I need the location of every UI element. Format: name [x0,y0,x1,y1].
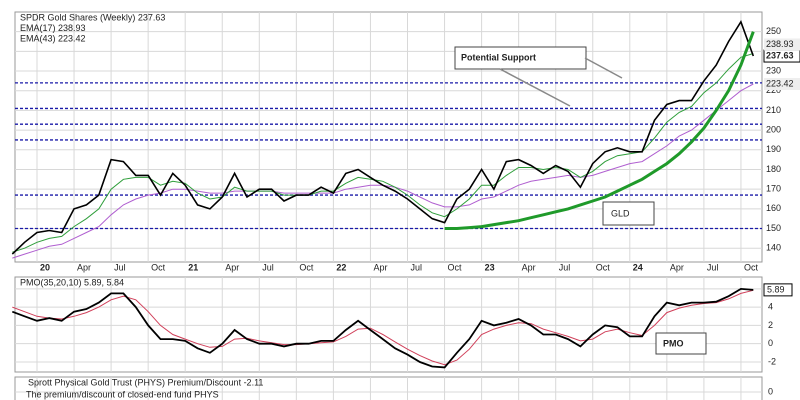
x-tick-label: 22 [336,262,346,272]
y-tick-label: 160 [766,203,781,213]
y-tick-label: 0 [768,338,773,348]
annotation-box [602,201,655,226]
value-badge [764,78,800,91]
x-tick-label: Apr [373,262,387,272]
value-badge-label: 237.63 [766,50,794,60]
y-tick-label: 140 [766,243,781,253]
legend-entry: SPDR Gold Shares (Weekly) 237.63 [20,12,165,22]
annotation: PMO [663,338,684,348]
y-tick-label: 0 [768,386,773,396]
y-tick-label: 4 [768,302,773,312]
y-tick-label: 170 [766,184,781,194]
pmo-panel [14,276,763,373]
annotation-box [655,332,707,355]
legend-entry: EMA(43) 223.42 [20,33,86,43]
value-badge-label: 223.42 [766,78,794,88]
x-tick-label: Oct [448,262,463,272]
y-tick-label: 200 [766,124,781,134]
y-tick-label: 180 [766,164,781,174]
x-tick-label: Apr [670,262,684,272]
x-tick-label: Jul [707,262,719,272]
value-badge-label: 5.89 [767,284,785,294]
legend-entry: EMA(17) 238.93 [20,23,86,33]
y-tick-label: 230 [766,65,781,75]
x-tick-label: Jul [411,262,423,272]
x-tick-label: 23 [485,262,495,272]
annotation: Potential Support [461,52,536,62]
layer: 20 Apr Jul Oct 21 Apr Jul Oct 22 Apr Jul Oct 23 Apr Ju… [11,12,800,400]
x-tick-label: Apr [522,262,536,272]
x-tick-label: 21 [188,262,198,272]
value-badge [764,38,800,51]
x-tick-label: Oct [151,262,166,272]
value-badge [763,283,793,297]
support-curve [444,31,755,230]
annotation: GLD [611,208,630,218]
x-tick-label: Oct [596,262,611,272]
y-tick-label: 150 [766,223,781,233]
x-tick-label: Oct [744,262,759,272]
value-badge-label: 238.93 [766,39,794,49]
y-tick-label: 210 [766,105,781,115]
legend-entry: PMO(35,20,10) 5.89, 5.84 [20,277,124,287]
y-tick-label: 2 [768,320,773,330]
x-tick-label: 24 [633,262,643,272]
y-tick-label: 250 [766,26,781,36]
x-tick-label: Jul [262,262,274,272]
ema-line [12,53,754,253]
y-tick-label: 220 [766,85,781,95]
x-tick-label: Jul [114,262,126,272]
annotation-arrow [499,57,623,107]
signal-line [12,289,754,366]
x-tick-label: 20 [40,262,50,272]
x-tick-label: Jul [559,262,571,272]
y-tick-label: 190 [766,144,781,154]
price-line [11,19,755,255]
legend-entry: Sprott Physical Gold Trust (PHYS) Premiu… [28,377,263,387]
panel-note: The premium/discount of closed-end fund … [26,389,219,399]
y-tick-label: -2 [768,356,776,366]
x-tick-label: Apr [225,262,239,272]
x-tick-label: Apr [77,262,91,272]
pmo-line [11,287,754,369]
x-tick-label: Oct [299,262,314,272]
